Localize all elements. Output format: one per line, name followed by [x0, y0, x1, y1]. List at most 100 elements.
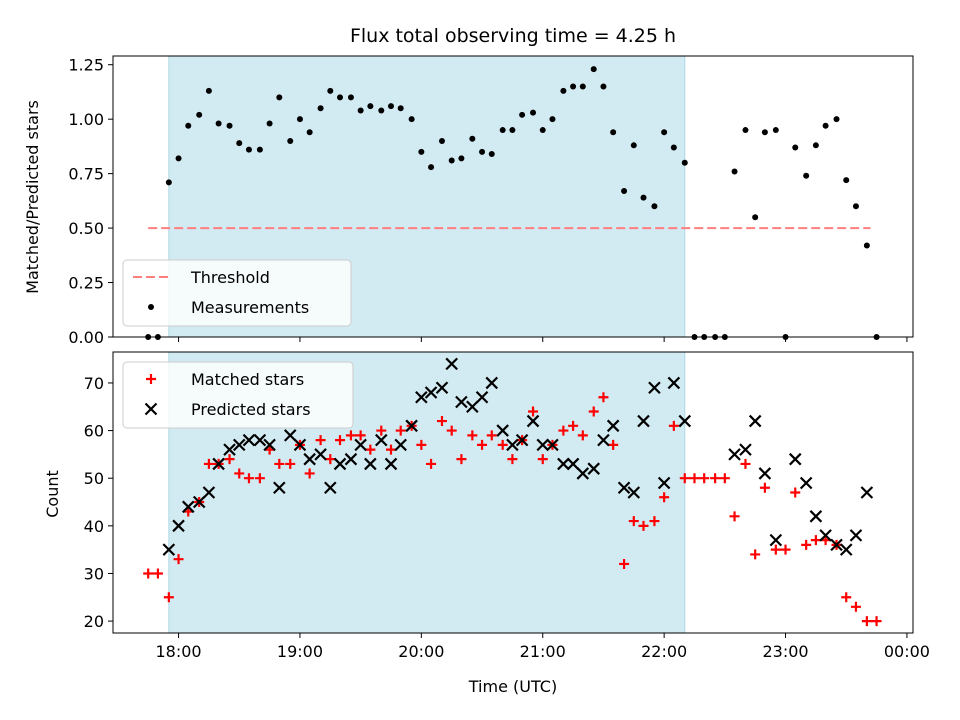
matched-star-point: [770, 544, 781, 555]
predicted-star-point: [273, 481, 286, 495]
predicted-star-point: [384, 457, 398, 471]
predicted-star-point: [344, 452, 358, 466]
x-tick-label: 00:00: [884, 642, 930, 661]
matched-star-point: [729, 511, 740, 522]
predicted-star-point: [496, 424, 509, 437]
measurement-point: [549, 116, 556, 123]
predicted-star-point: [839, 543, 853, 556]
top-legend-box: [122, 259, 352, 327]
matched-star-point: [243, 473, 254, 484]
measurement-point: [245, 146, 252, 153]
measurement-point: [438, 137, 445, 144]
measurement-point: [488, 151, 495, 158]
measurement-point: [296, 116, 303, 123]
measurement-point: [752, 214, 759, 221]
top-y-tick-label: 0.50: [68, 219, 104, 238]
measurement-point: [560, 87, 567, 94]
measurement-point: [761, 129, 768, 136]
legend-matched-swatch: [146, 374, 156, 384]
predicted-star-point: [597, 433, 610, 447]
measurement-point: [772, 127, 779, 134]
measurement-point: [387, 103, 394, 110]
measurement-point: [397, 105, 404, 112]
predicted-star-point: [799, 476, 813, 490]
measurement-point: [590, 66, 597, 73]
matched-star-point: [588, 406, 599, 417]
predicted-star-point: [435, 381, 449, 394]
predicted-star-point: [819, 529, 832, 542]
matched-star-point: [871, 616, 882, 627]
matched-star-point: [304, 468, 315, 479]
matched-star-point: [558, 425, 569, 436]
measurement-point: [742, 127, 749, 134]
bottom-y-tick-label: 70: [84, 374, 104, 393]
predicted-star-point: [354, 438, 367, 452]
bottom-y-tick-label: 20: [84, 612, 104, 631]
measurement-point: [681, 159, 688, 166]
measurement-point: [499, 127, 506, 134]
legend-measurements-label: Measurements: [191, 298, 309, 317]
matched-star-point: [659, 492, 670, 503]
bottom-panel: 20 30 40 50 60 70 18:00 19:00 20:00 21:00 22:00 23:…: [84, 351, 930, 661]
predicted-star-point: [253, 433, 267, 447]
measurement-point: [378, 107, 385, 114]
predicted-star-point: [860, 486, 874, 499]
measurement-point: [530, 109, 537, 116]
measurement-point: [792, 144, 799, 151]
bottom-axes-frame: [112, 351, 914, 634]
matched-star-point: [780, 544, 791, 555]
predicted-star-point: [181, 500, 195, 514]
matched-star-point: [841, 592, 852, 603]
bottom-legend-box: [122, 361, 354, 429]
predicted-star-point: [475, 390, 489, 404]
matched-star-point: [861, 616, 872, 627]
matched-star-point: [365, 444, 376, 455]
predicted-star-point: [242, 433, 256, 447]
measurement-point: [236, 140, 243, 147]
predicted-star-point: [506, 438, 519, 452]
predicted-star-point: [849, 529, 863, 542]
matched-star-point: [436, 416, 447, 427]
predicted-star-point: [263, 438, 276, 452]
top-y-tick-label: 1.00: [68, 110, 104, 129]
matched-star-point: [325, 454, 336, 465]
predicted-star-point: [637, 414, 650, 428]
matched-star-point: [608, 439, 619, 450]
measurement-point: [458, 155, 465, 162]
predicted-star-point: [394, 438, 407, 452]
matched-star-point: [486, 430, 497, 441]
matched-star-point: [143, 568, 154, 579]
matched-star-point: [456, 454, 467, 465]
matched-star-point: [416, 439, 427, 450]
measurement-point: [215, 120, 222, 127]
matched-star-point: [850, 601, 861, 612]
predicted-star-point: [566, 457, 580, 471]
measurement-point: [812, 142, 819, 149]
predicted-star-point: [617, 481, 631, 495]
measurement-point: [630, 142, 637, 149]
measurement-point: [731, 168, 738, 175]
measurement-point: [661, 129, 668, 136]
predicted-star-point: [283, 429, 297, 442]
predicted-star-point: [526, 414, 540, 428]
matched-star-point: [699, 473, 710, 484]
predicted-star-point: [424, 386, 438, 399]
measurement-point: [317, 105, 324, 112]
matched-star-point: [376, 425, 387, 436]
predicted-star-point: [232, 438, 246, 452]
matched-star-point: [710, 473, 721, 484]
predicted-star-point: [627, 486, 641, 499]
measurement-point: [337, 94, 344, 101]
predicted-star-point: [648, 381, 661, 394]
predicted-star-point: [739, 443, 752, 456]
x-tick-label: 21:00: [520, 642, 566, 661]
measurement-point: [519, 111, 526, 118]
measurement-point: [367, 103, 374, 110]
predicted-star-point: [809, 510, 823, 523]
x-tick-label: 22:00: [641, 642, 687, 661]
measurement-point: [640, 194, 647, 201]
matched-star-point: [679, 473, 690, 484]
predicted-star-point: [758, 467, 772, 480]
predicted-star-point: [536, 438, 550, 452]
